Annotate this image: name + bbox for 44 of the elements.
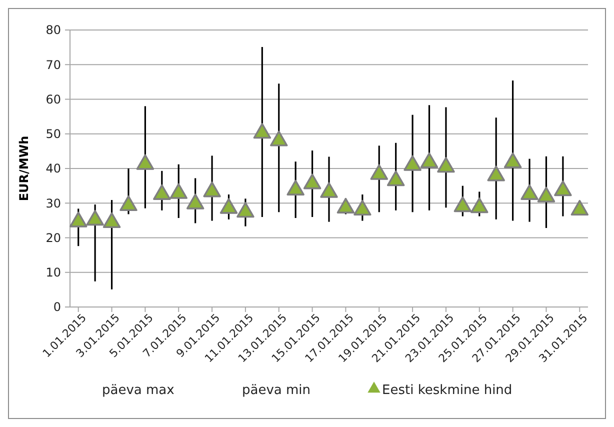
point — [454, 196, 472, 212]
point — [186, 194, 204, 210]
y-tick-label: 50 — [46, 127, 61, 142]
point — [270, 130, 288, 146]
y-tick-label: 80 — [46, 23, 61, 38]
point — [570, 200, 589, 216]
point — [170, 183, 188, 199]
point — [253, 123, 272, 139]
point — [120, 195, 138, 212]
text: päeva max — [102, 383, 175, 398]
point — [404, 155, 422, 171]
point — [336, 198, 355, 214]
point — [320, 182, 338, 198]
point — [303, 174, 322, 190]
point — [537, 186, 556, 202]
point — [102, 212, 121, 228]
point — [354, 200, 372, 216]
y-tick-label: 40 — [46, 162, 61, 176]
y-tick-label: 70 — [46, 58, 61, 72]
point — [437, 157, 455, 173]
text: päeva min — [242, 383, 311, 398]
point — [504, 152, 522, 168]
point — [86, 210, 104, 226]
point — [286, 180, 304, 196]
point — [520, 184, 538, 200]
point — [370, 164, 388, 180]
y-tick-label: 30 — [46, 196, 61, 210]
point — [203, 182, 221, 198]
point — [69, 212, 88, 228]
y-tick-label: 0 — [53, 300, 61, 314]
y-axis-title: EUR/MWh — [17, 136, 31, 202]
point — [153, 184, 171, 200]
y-tick-label: 20 — [46, 230, 61, 245]
point — [236, 202, 254, 218]
y-tick-label: 60 — [46, 92, 61, 106]
point — [470, 198, 488, 214]
point — [487, 166, 505, 182]
y-tick-label: 10 — [46, 266, 61, 280]
point — [420, 152, 438, 168]
legend-label: Eesti keskmine hind — [382, 383, 512, 398]
point — [136, 154, 154, 170]
point — [220, 198, 238, 214]
point — [554, 180, 572, 196]
point — [386, 170, 405, 186]
